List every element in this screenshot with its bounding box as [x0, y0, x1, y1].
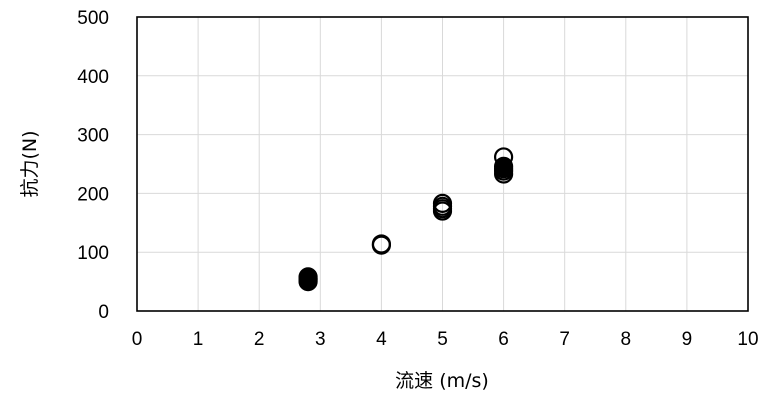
data-point	[432, 193, 453, 213]
data-point	[298, 267, 318, 287]
gridlines	[137, 17, 748, 311]
x-tick-label: 5	[437, 329, 448, 350]
y-tick-label: 300	[77, 126, 109, 147]
x-tick-label: 10	[737, 329, 758, 350]
x-tick-label: 4	[376, 329, 387, 350]
y-tick-label: 500	[77, 8, 109, 29]
x-tick-label: 7	[559, 329, 570, 350]
x-tick-label: 0	[132, 329, 143, 350]
x-tick-label: 3	[315, 329, 326, 350]
x-tick-label: 6	[498, 329, 509, 350]
x-tick-label: 1	[193, 329, 204, 350]
plot-area-frame	[136, 16, 749, 312]
y-axis-tick-labels: 0 100 200 300 400 500	[77, 8, 109, 323]
y-axis-title: 抗力(N)	[19, 130, 41, 197]
y-tick-label: 100	[77, 243, 109, 264]
y-tick-label: 400	[77, 67, 109, 88]
x-tick-label: 8	[621, 329, 632, 350]
x-tick-label: 2	[254, 329, 265, 350]
x-tick-label: 9	[682, 329, 693, 350]
y-tick-label: 0	[98, 302, 109, 323]
data-point	[371, 234, 391, 254]
data-point	[494, 147, 514, 167]
data-points	[298, 147, 514, 292]
x-axis-tick-labels: 0 1 2 3 4 5 6 7 8 9 10	[132, 329, 759, 350]
x-axis-title: 流速 (m/s)	[395, 370, 489, 392]
y-tick-label: 200	[77, 184, 109, 205]
